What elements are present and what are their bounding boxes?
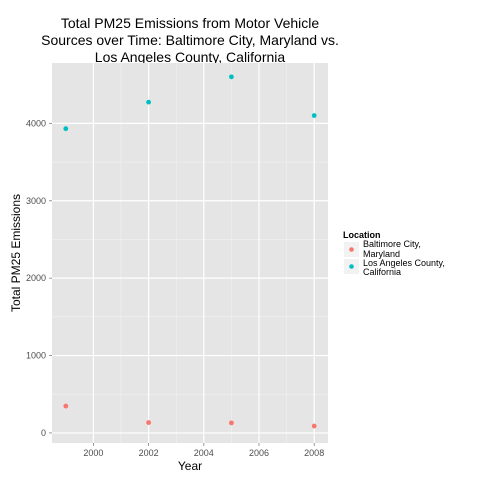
chart-title-line-1: Total PM25 Emissions from Motor Vehicle — [61, 15, 320, 31]
data-points — [63, 74, 317, 429]
y-tick-label: 1000 — [26, 351, 46, 361]
x-tick-label: 2000 — [83, 448, 103, 458]
x-tick-label: 2002 — [139, 448, 159, 458]
plot-panel — [52, 63, 328, 443]
legend-title: Location — [343, 230, 381, 240]
y-axis-title: Total PM25 Emissions — [9, 194, 23, 312]
legend-dot-baltimore — [349, 247, 354, 252]
x-tick-label: 2004 — [194, 448, 214, 458]
legend-label-baltimore-line-2: Maryland — [363, 249, 400, 259]
data-point-series-0 — [146, 420, 152, 425]
chart-title-line-3: Los Angeles County, California — [95, 49, 286, 65]
data-point-series-0 — [311, 423, 317, 429]
data-point-series-1 — [63, 126, 69, 132]
y-tick-label: 4000 — [26, 118, 46, 128]
x-axis-title: Year — [178, 459, 202, 473]
chart-title-line-2: Sources over Time: Baltimore City, Maryl… — [41, 32, 339, 48]
data-point-series-0 — [63, 403, 69, 409]
grid-lines — [52, 63, 328, 443]
x-tick-label: 2008 — [304, 448, 324, 458]
data-point-series-1 — [146, 99, 152, 105]
data-point-series-1 — [229, 74, 234, 80]
chart-title: Total PM25 Emissions from Motor Vehicle … — [41, 15, 339, 65]
y-tick-label: 0 — [41, 428, 46, 438]
legend: Location Baltimore City, Maryland Los An… — [343, 230, 445, 277]
y-tick-label: 2000 — [26, 273, 46, 283]
axis-ticks: 0 1000 2000 3000 4000 2000 2002 2004 2006 2008 — [26, 118, 324, 458]
y-tick-label: 3000 — [26, 196, 46, 206]
legend-label-los-angeles-line-2: California — [363, 267, 401, 277]
x-tick-label: 2006 — [249, 448, 269, 458]
data-point-series-0 — [229, 420, 234, 426]
legend-label-baltimore-line-1: Baltimore City, — [363, 239, 421, 249]
legend-label-los-angeles-line-1: Los Angeles County, — [363, 258, 445, 268]
data-point-series-1 — [311, 113, 317, 118]
legend-dot-los-angeles — [349, 264, 354, 269]
